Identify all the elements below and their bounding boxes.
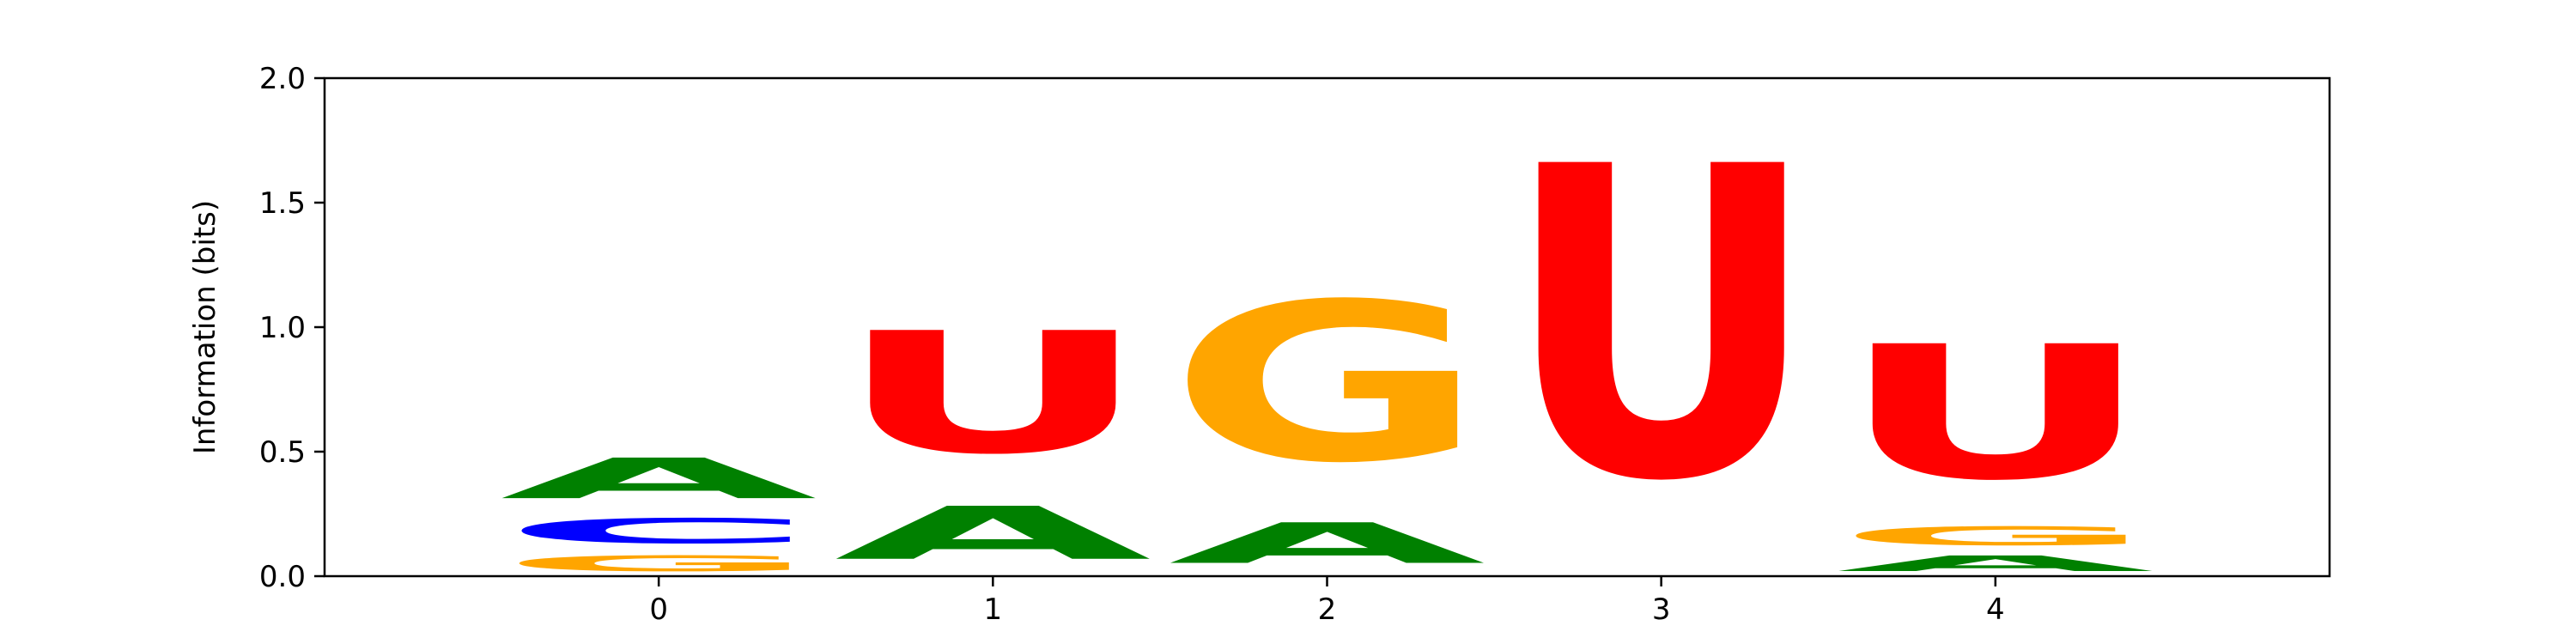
x-tick-label: 0 <box>649 592 668 627</box>
x-tick-label: 1 <box>984 592 1003 627</box>
logo-letter-a: A <box>500 447 820 511</box>
y-axis-ticks: 0.0 0.5 1.0 1.5 2.0 <box>259 62 325 594</box>
logo-letter-c: C <box>500 512 817 551</box>
y-tick-label: 2.0 <box>259 62 306 96</box>
y-tick-label: 1.0 <box>259 311 306 345</box>
x-tick-label: 2 <box>1318 592 1337 627</box>
y-tick-label: 0.0 <box>259 560 306 594</box>
logo-letter-u: U <box>834 297 1151 491</box>
logo-letter-a: A <box>834 491 1154 575</box>
logo-letter-g: G <box>500 551 817 576</box>
x-tick-label: 4 <box>1986 592 2005 627</box>
logo-letter-g: G <box>1837 521 2154 551</box>
logo-letter-u: U <box>1503 76 1820 574</box>
logo-letter-g: G <box>1169 258 1486 511</box>
y-axis-label: Information (bits) <box>188 200 222 454</box>
y-tick-label: 0.5 <box>259 435 306 470</box>
x-tick-label: 3 <box>1652 592 1671 627</box>
logo-letter-a: A <box>1837 551 2157 576</box>
x-axis-ticks: 0 1 2 3 4 <box>649 576 2005 627</box>
logo-letter-a: A <box>1169 512 1489 576</box>
y-tick-label: 1.5 <box>259 186 306 221</box>
logo-letter-u: U <box>1837 307 2154 520</box>
